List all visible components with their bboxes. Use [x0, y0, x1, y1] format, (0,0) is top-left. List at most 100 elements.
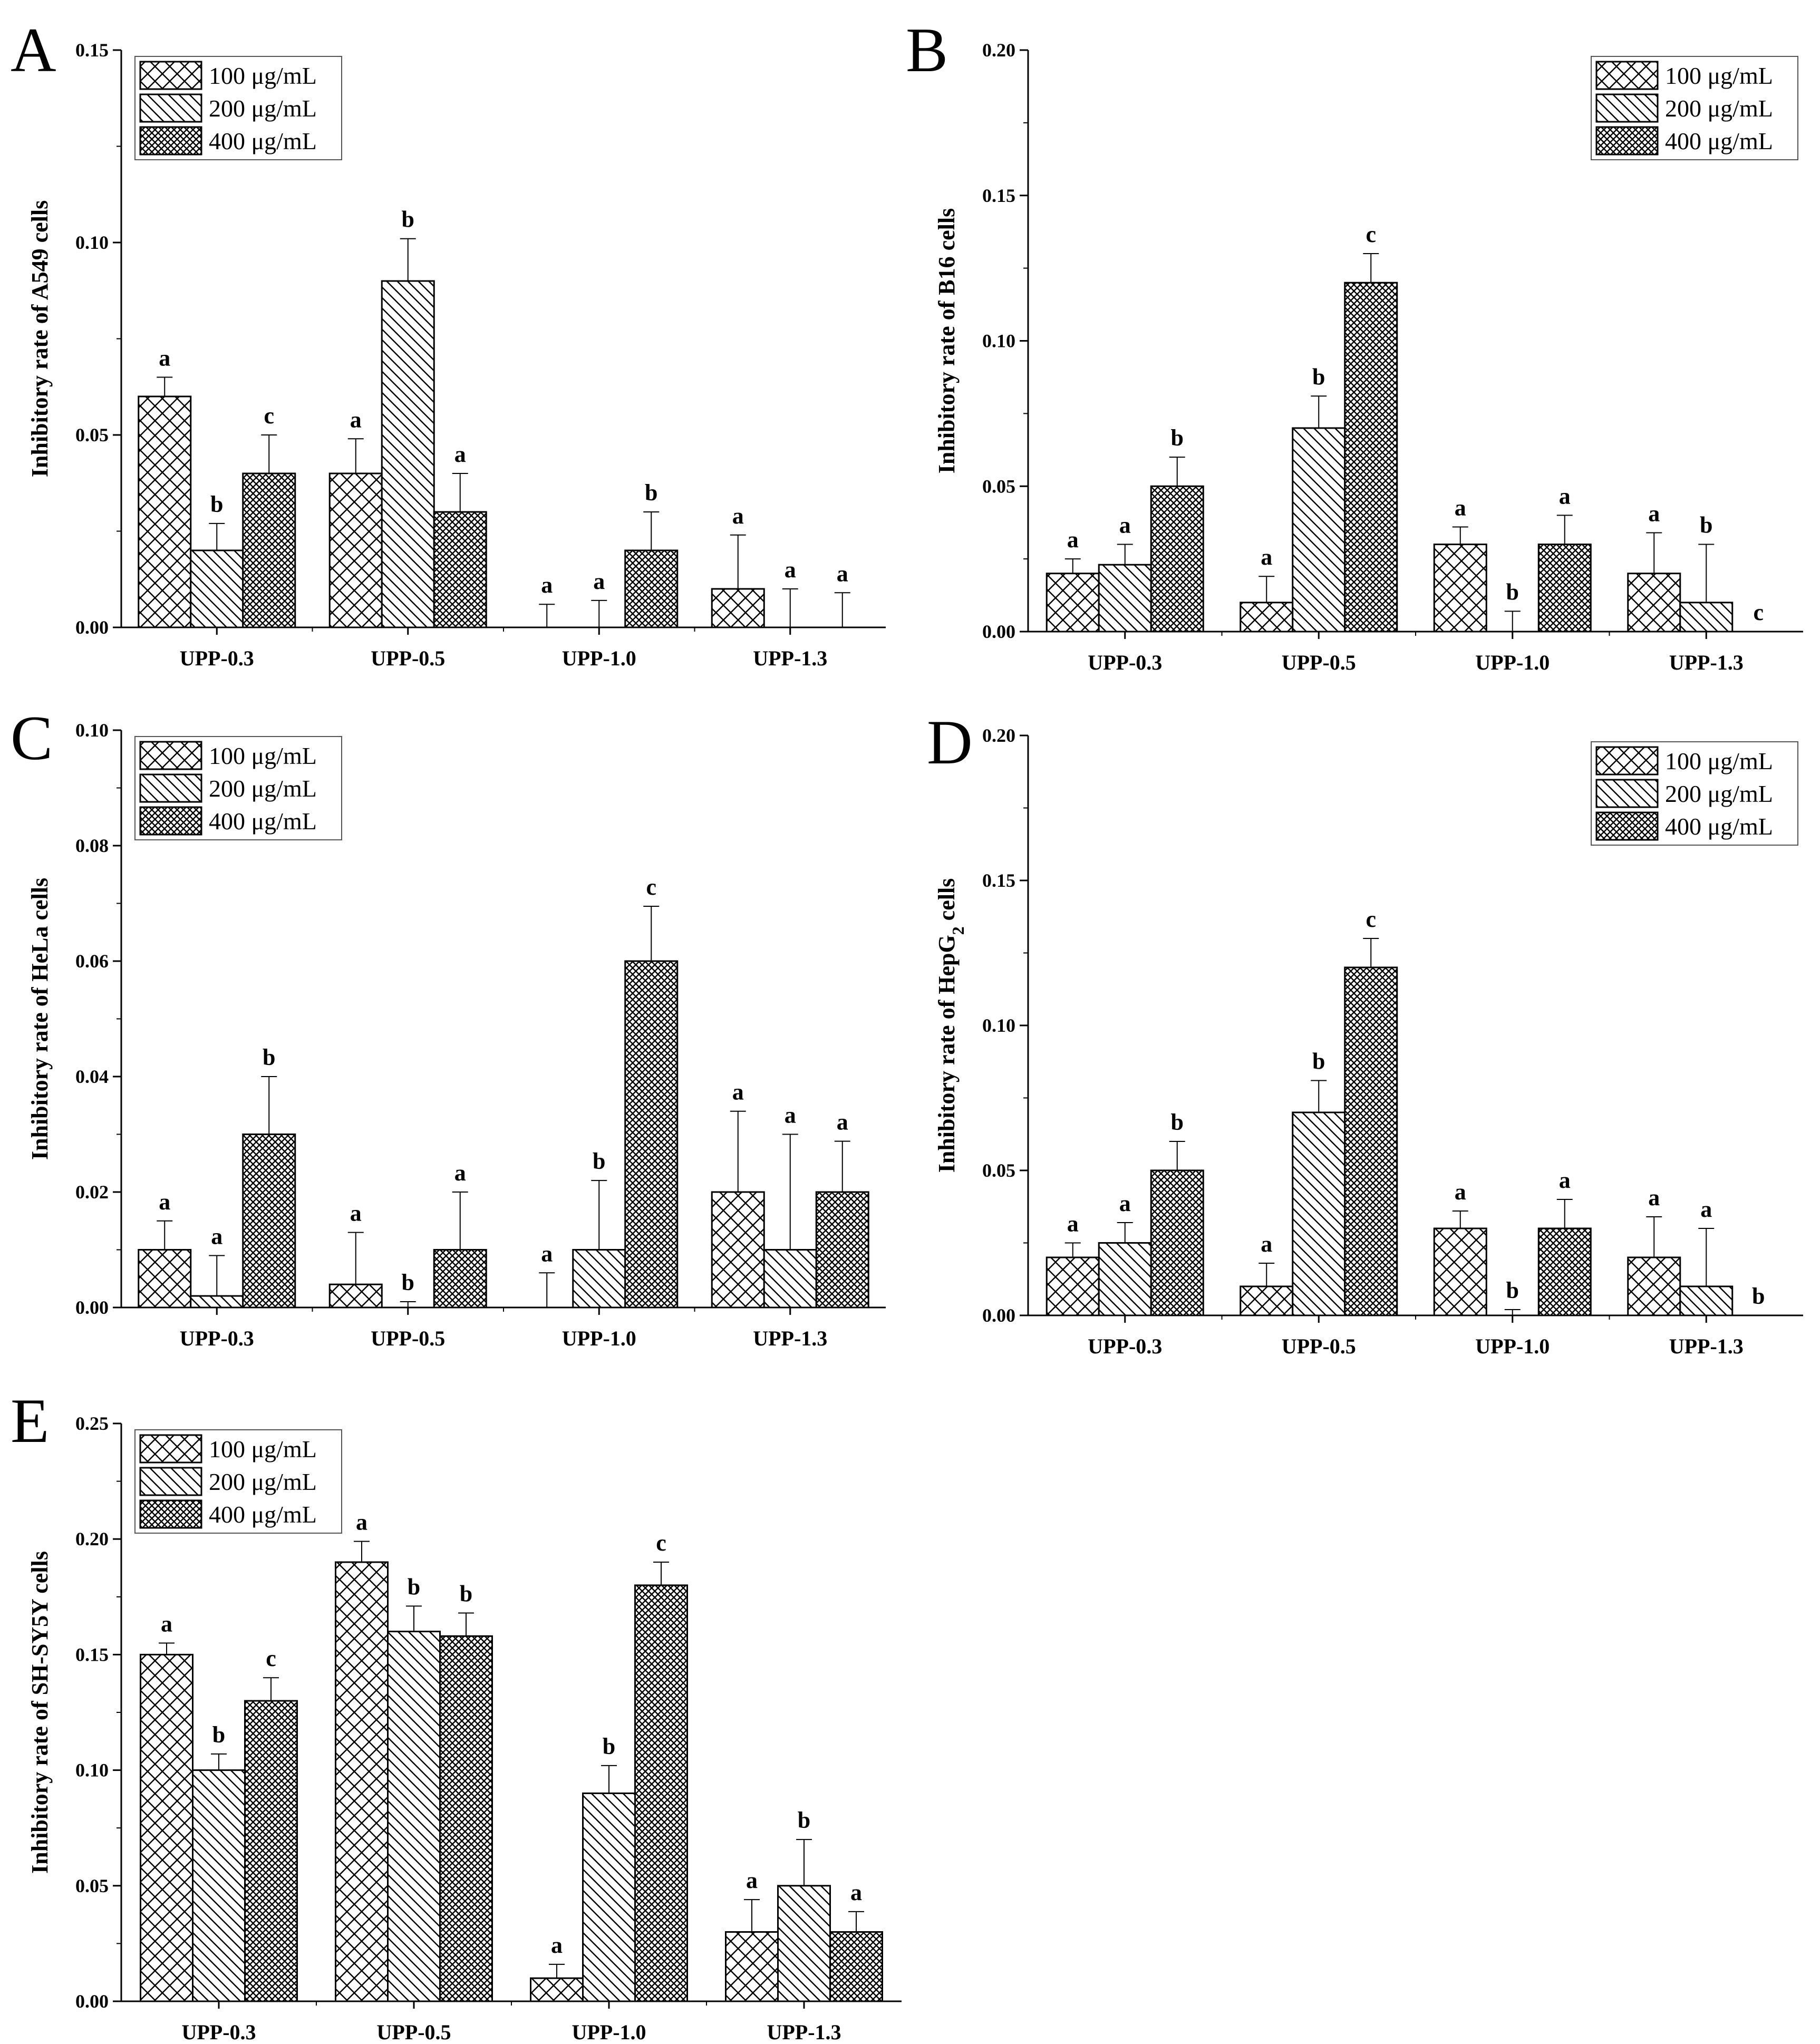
significance-label: c [646, 874, 656, 900]
bar [138, 395, 192, 628]
x-category-label: UPP-0.5 [1282, 651, 1356, 674]
x-category-label: UPP-0.3 [181, 2020, 256, 2044]
significance-label: a [1119, 1190, 1131, 1216]
legend-label: 100 μg/mL [1665, 62, 1773, 89]
bar [190, 1295, 244, 1309]
bar [1150, 485, 1204, 633]
bar [711, 1191, 765, 1309]
significance-label: b [593, 1148, 605, 1174]
legend-swatch [1595, 746, 1659, 776]
legend-label: 200 μg/mL [209, 775, 317, 802]
y-tick-label: 0.20 [75, 1528, 109, 1549]
significance-label: a [1559, 1167, 1571, 1193]
legend: 100 μg/mL 200 μg/mL 400 μg/mL [134, 736, 342, 840]
y-tick-label: 0.10 [75, 720, 109, 741]
legend: 100 μg/mL 200 μg/mL 400 μg/mL [134, 1429, 342, 1534]
bar [1537, 544, 1592, 633]
bar [433, 511, 487, 628]
bar [711, 588, 765, 628]
significance-label: b [1312, 1049, 1325, 1074]
panel-b: B 0.00 0.05 0.10 0.15 0.20 Inhibitory rate of … [906, 15, 1803, 674]
y-tick-label: 0.15 [982, 185, 1015, 206]
x-category-label: UPP-1.0 [1475, 651, 1550, 674]
legend: 100 μg/mL 200 μg/mL 400 μg/mL [1591, 741, 1798, 846]
bar [328, 1283, 383, 1309]
x-category-label: UPP-1.3 [1669, 651, 1744, 674]
significance-label: c [1753, 599, 1764, 625]
significance-label: a [350, 406, 362, 432]
bar [1098, 564, 1152, 633]
x-category-label: UPP-1.3 [767, 2020, 841, 2044]
panel-e: E 0.00 0.05 0.10 0.15 0.20 0.25 Inhibitory rate… [11, 1386, 902, 2044]
y-axis-label-text: Inhibitory rate of A549 cells [27, 200, 53, 478]
bar [634, 1584, 688, 2002]
panel-letter: E [11, 1386, 49, 1456]
y-tick-label: 0.00 [75, 1297, 109, 1318]
significance-label: a [850, 1880, 862, 1905]
panel-letter: A [11, 15, 56, 85]
x-category-label: UPP-0.5 [371, 646, 445, 670]
x-category-label: UPP-1.0 [572, 2020, 646, 2044]
y-axis-label: Inhibitory rate of HeLa cells [27, 878, 53, 1160]
significance-label: a [541, 572, 553, 598]
y-tick-label: 0.10 [75, 232, 109, 253]
legend-label: 400 μg/mL [209, 808, 317, 835]
legend-swatch [139, 1467, 202, 1496]
x-category-label: UPP-1.0 [562, 1326, 636, 1350]
significance-label: b [1506, 579, 1519, 605]
significance-label: a [1261, 1231, 1272, 1257]
significance-label: b [263, 1044, 275, 1070]
legend-label: 200 μg/mL [209, 95, 317, 122]
panel-letter: D [927, 707, 973, 777]
bar [244, 1700, 298, 2002]
significance-label: b [1312, 364, 1325, 390]
y-tick-label: 0.00 [982, 1305, 1015, 1326]
legend-label: 400 μg/mL [209, 1501, 317, 1528]
significance-label: b [1171, 425, 1184, 451]
bar [572, 1249, 626, 1309]
significance-label: a [1261, 544, 1272, 570]
panel-a: A 0.00 0.05 0.10 0.15 Inhibitory rate of A549… [11, 15, 886, 670]
significance-label: c [264, 403, 274, 429]
legend-swatch [139, 126, 202, 156]
bar [242, 1134, 296, 1309]
y-tick-label: 0.15 [982, 870, 1015, 891]
y-tick-label: 0.25 [75, 1413, 109, 1434]
legend-swatch [1595, 811, 1659, 841]
bar [815, 1191, 869, 1309]
y-tick-label: 0.10 [982, 331, 1015, 352]
significance-label: b [603, 1733, 615, 1759]
x-category-label: UPP-1.3 [1669, 1334, 1744, 1358]
bar [1627, 1256, 1681, 1316]
legend-label: 100 μg/mL [209, 742, 317, 769]
bar [1344, 966, 1398, 1316]
y-tick-label: 0.00 [982, 621, 1015, 642]
y-tick-label: 0.15 [75, 40, 109, 61]
legend-swatch [139, 806, 202, 836]
x-category-label: UPP-1.3 [753, 1326, 827, 1350]
bar [1240, 602, 1294, 633]
significance-label: a [350, 1200, 362, 1226]
legend-label: 200 μg/mL [209, 1468, 317, 1495]
significance-label: a [356, 1509, 367, 1535]
legend: 100 μg/mL 200 μg/mL 400 μg/mL [1591, 56, 1798, 160]
y-tick-label: 0.15 [75, 1644, 109, 1665]
y-tick-label: 0.00 [75, 1991, 109, 2012]
bar [1344, 282, 1398, 633]
y-axis-label: Inhibitory rate of A549 cells [27, 200, 53, 478]
significance-label: a [1119, 512, 1131, 538]
significance-label: a [785, 557, 796, 583]
significance-label: a [211, 1223, 222, 1249]
significance-label: a [1648, 500, 1660, 526]
legend-label: 100 μg/mL [209, 1436, 317, 1462]
x-category-label: UPP-0.3 [180, 1326, 254, 1350]
significance-label: a [785, 1102, 796, 1128]
significance-label: c [1366, 221, 1376, 247]
bar [328, 472, 383, 628]
y-tick-label: 0.05 [982, 1160, 1015, 1181]
legend-swatch [1595, 61, 1659, 90]
significance-label: a [1455, 1179, 1466, 1205]
y-axis-label-suffix: cells [934, 878, 960, 927]
significance-label: a [732, 1079, 744, 1105]
